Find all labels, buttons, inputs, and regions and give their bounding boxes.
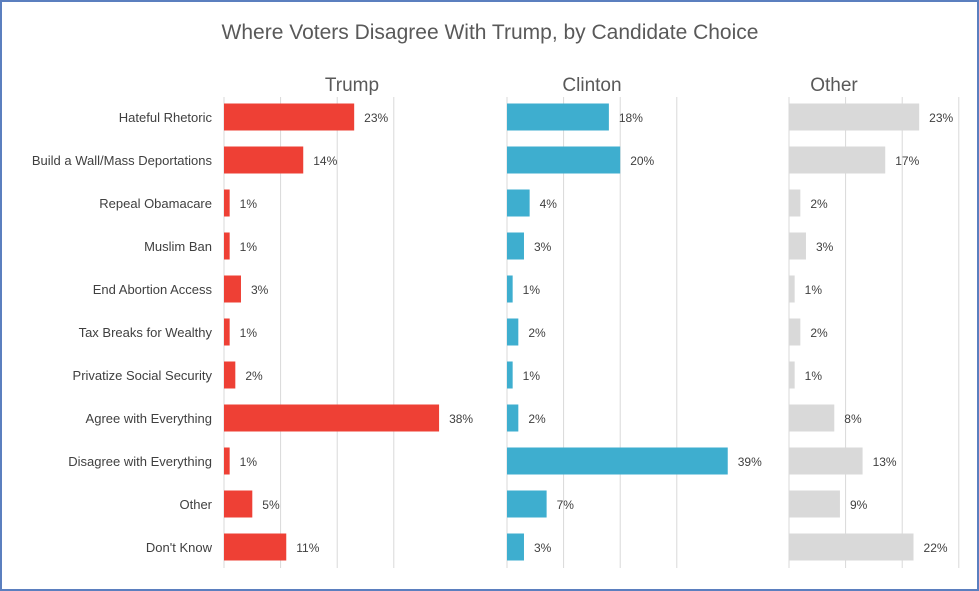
bar-clinton [507, 232, 524, 260]
bar-trump [224, 447, 230, 475]
data-label: 3% [816, 240, 834, 254]
bar-other [789, 189, 801, 217]
bar-clinton [507, 447, 728, 475]
bar-other [789, 103, 920, 131]
bar-trump [224, 318, 230, 346]
bar-clinton [507, 490, 547, 518]
category-label: Don't Know [146, 540, 213, 555]
bar-trump [224, 490, 253, 518]
data-label: 13% [873, 455, 897, 469]
data-label: 14% [313, 154, 337, 168]
category-label: Build a Wall/Mass Deportations [32, 153, 213, 168]
data-label: 2% [528, 326, 546, 340]
data-label: 1% [805, 283, 823, 297]
bar-clinton [507, 146, 621, 174]
panel-titles: Trump Clinton Other [325, 75, 859, 96]
data-label: 39% [738, 455, 762, 469]
data-label: 7% [557, 498, 575, 512]
data-label: 1% [240, 326, 258, 340]
category-label: Muslim Ban [144, 239, 212, 254]
bar-other [789, 490, 840, 518]
data-label: 3% [534, 541, 552, 555]
category-label: Hateful Rhetoric [119, 110, 213, 125]
bar-clinton [507, 404, 519, 432]
bars [224, 103, 920, 561]
category-label: Tax Breaks for Wealthy [79, 325, 213, 340]
bar-other [789, 232, 806, 260]
bar-trump [224, 189, 230, 217]
bar-other [789, 275, 795, 303]
data-label: 5% [262, 498, 280, 512]
data-label: 3% [534, 240, 552, 254]
bar-other [789, 404, 835, 432]
bar-trump [224, 275, 241, 303]
data-label: 2% [810, 326, 828, 340]
data-label: 17% [895, 154, 919, 168]
bar-other [789, 361, 795, 389]
bar-trump [224, 361, 236, 389]
bar-clinton [507, 361, 513, 389]
data-label: 3% [251, 283, 269, 297]
data-label: 38% [449, 412, 473, 426]
data-label: 1% [240, 240, 258, 254]
category-label: Other [179, 497, 212, 512]
bar-clinton [507, 103, 609, 131]
bar-trump [224, 146, 304, 174]
category-label: End Abortion Access [93, 282, 213, 297]
panel-title-trump: Trump [325, 75, 379, 96]
bar-clinton [507, 275, 513, 303]
category-label: Agree with Everything [86, 411, 212, 426]
bar-other [789, 318, 801, 346]
category-label: Privatize Social Security [73, 368, 213, 383]
bar-trump [224, 404, 440, 432]
data-label: 22% [924, 541, 948, 555]
bar-trump [224, 533, 287, 561]
data-label: 4% [540, 197, 558, 211]
data-label: 20% [630, 154, 654, 168]
panel-title-clinton: Clinton [562, 75, 621, 96]
data-label: 11% [296, 541, 319, 555]
bar-trump [224, 232, 230, 260]
category-label: Repeal Obamacare [99, 196, 212, 211]
data-label: 2% [810, 197, 828, 211]
data-label: 18% [619, 111, 643, 125]
data-label: 8% [844, 412, 862, 426]
bar-clinton [507, 318, 519, 346]
bar-other [789, 533, 914, 561]
panel-title-other: Other [810, 75, 858, 96]
bar-other [789, 447, 863, 475]
data-label: 1% [240, 455, 258, 469]
value-labels: 23% 14% 1% 1% 3% 1% 2% 38% 1% 5% 11% 18% 20% 4% 3% 1% 2%… [240, 111, 954, 555]
bar-clinton [507, 533, 524, 561]
data-label: 2% [528, 412, 546, 426]
data-label: 23% [364, 111, 388, 125]
category-label: Disagree with Everything [68, 454, 212, 469]
data-label: 1% [240, 197, 258, 211]
data-label: 9% [850, 498, 868, 512]
chart-title: Where Voters Disagree With Trump, by Can… [222, 21, 759, 44]
data-label: 23% [929, 111, 953, 125]
category-labels: Hateful Rhetoric Build a Wall/Mass Deport… [32, 110, 213, 555]
bar-clinton [507, 189, 530, 217]
bar-trump [224, 103, 355, 131]
data-label: 1% [523, 369, 541, 383]
data-label: 1% [523, 283, 541, 297]
data-label: 2% [245, 369, 263, 383]
bar-other [789, 146, 886, 174]
data-label: 1% [805, 369, 823, 383]
